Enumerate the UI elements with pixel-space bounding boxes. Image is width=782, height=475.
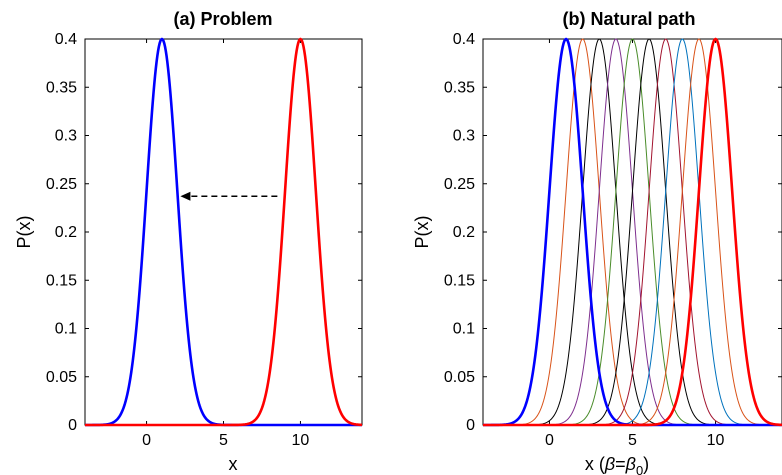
y-tick-label: 0.4 <box>453 31 475 48</box>
series-curve-9 <box>482 37 782 427</box>
series-curve-1 <box>84 37 363 427</box>
panel-a: (a) Problem 0 0.05 0.1 0.15 0.2 0.25 0.3 0.35 0.… <box>14 9 363 474</box>
annotation-arrow-head <box>180 191 191 201</box>
y-tick-label: 0.05 <box>46 369 77 386</box>
panel-b-title: (b) Natural path <box>563 9 696 29</box>
y-tick-label: 0 <box>466 417 475 434</box>
y-tick-label: 0.3 <box>55 128 77 145</box>
y-tick-label: 0.15 <box>444 272 475 289</box>
x-tick-label: 5 <box>219 432 228 449</box>
y-tick-label: 0.25 <box>444 176 475 193</box>
panel-a-ylabel: P(x) <box>14 216 34 249</box>
x-tick-label: 0 <box>142 432 151 449</box>
panel-a-curves <box>84 37 363 427</box>
panel-b-xlabel-post: ) <box>643 454 649 474</box>
y-tick-label: 0.05 <box>444 369 475 386</box>
y-tick-label: 0.2 <box>55 224 77 241</box>
y-tick-label: 0.1 <box>55 321 77 338</box>
panel-b-xlabel-pre: x ( <box>585 454 605 474</box>
x-tick-label: 5 <box>628 432 637 449</box>
panel-b-xlabel: x (β=β0) <box>585 454 649 475</box>
panel-b-xlabel-sub: 0 <box>636 463 643 475</box>
panel-b-xlabel-eq: = <box>615 454 626 474</box>
panel-b-xlabel-beta2: β <box>625 454 636 474</box>
y-tick-label: 0.2 <box>453 224 475 241</box>
x-tick-label: 10 <box>707 432 725 449</box>
panel-a-annotations <box>180 191 278 201</box>
panel-b-ylabel: P(x) <box>412 216 432 249</box>
panel-a-title: (a) Problem <box>173 9 272 29</box>
y-tick-label: 0.4 <box>55 31 77 48</box>
panel-b: (b) Natural path 00.050.10.150.20.250.30… <box>412 9 782 475</box>
y-tick-label: 0.3 <box>453 128 475 145</box>
y-tick-label: 0.1 <box>453 321 475 338</box>
panel-a-xlabel: x <box>229 454 238 474</box>
y-tick-label: 0.35 <box>444 79 475 96</box>
panel-b-ticks: 0 0.05 0.1 0.15 0.2 0.25 0.3 0.35 0.4 0 5 10 <box>444 31 782 449</box>
panel-b-curves <box>482 37 782 427</box>
x-tick-label: 10 <box>292 432 310 449</box>
panel-a-ticks: 0 0.05 0.1 0.15 0.2 0.25 0.3 0.35 0.4 0 5 10 <box>46 31 362 449</box>
x-tick-label: 0 <box>545 432 554 449</box>
y-tick-label: 0 <box>68 417 77 434</box>
panel-b-xlabel-beta: β <box>604 454 615 474</box>
y-tick-label: 0.35 <box>46 79 77 96</box>
y-tick-label: 0.25 <box>46 176 77 193</box>
y-tick-label: 0.15 <box>46 272 77 289</box>
